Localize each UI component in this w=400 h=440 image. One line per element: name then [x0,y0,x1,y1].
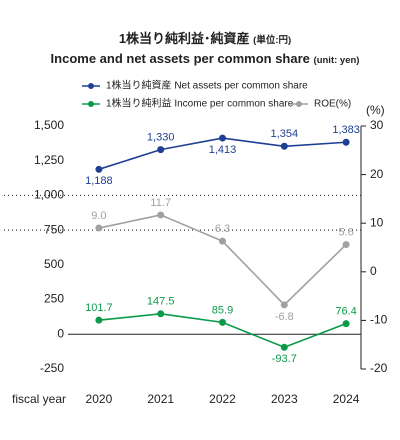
data-label: -93.7 [272,353,297,365]
legend-marker [88,101,94,107]
data-label: 101.7 [85,302,113,314]
y-tick-label: 750 [44,222,64,236]
point [342,241,350,249]
data-label: 11.7 [150,197,171,209]
y-tick-label: -250 [40,361,64,375]
y2-tick-label: 0 [370,264,377,278]
legend-marker [296,101,302,107]
point [219,134,226,142]
data-label: 6.3 [215,223,230,235]
y2-tick-label: -10 [370,313,388,327]
point [157,146,165,154]
point [280,301,288,309]
point [280,343,288,351]
data-label: 1,383 [332,124,360,136]
x-tick-label: 2022 [209,392,236,406]
legend-label: 1株当り純資産 Net assets per common share [106,79,308,92]
title-unit: (単位:円) [253,34,291,46]
data-label: 147.5 [147,296,175,308]
point [219,237,226,245]
data-label: 85.9 [212,304,233,316]
point [219,318,226,326]
point [157,211,165,219]
x-tick-label: 2020 [86,392,113,406]
subtitle-text: Income and net assets per common share [51,51,310,66]
y2-tick-label: -20 [370,361,388,375]
x-tick-label: 2021 [147,392,174,406]
y-tick-label: 1,500 [34,118,64,132]
y-tick-label: 0 [57,326,64,340]
y2-tick-label: 30 [370,118,384,132]
subtitle-unit: (unit: yen) [314,55,360,66]
point [342,320,350,328]
x-tick-label: 2023 [271,392,298,406]
data-label: 1,413 [209,144,237,156]
chart-title: 1株当り純利益･純資産 (単位:円) [119,31,291,46]
y2-tick-label: 20 [370,167,384,181]
y2-axis-label: (%) [366,103,385,117]
data-label: 1,188 [85,175,113,187]
data-label: 9.0 [91,210,106,222]
point [95,316,103,324]
x-axis-label: fiscal year [12,392,66,406]
title-text: 1株当り純利益･純資産 [119,31,250,46]
x-tick-label: 2024 [333,392,360,406]
legend-marker [88,83,94,89]
legend-label: ROE(%) [314,99,351,110]
chart-subtitle: Income and net assets per common share (… [51,51,360,66]
data-label: 1,330 [147,132,175,144]
y-tick-label: 250 [44,292,64,306]
data-label: 5.6 [338,226,353,238]
point [95,224,103,232]
y-tick-label: 1,250 [34,153,64,167]
y-tick-label: 1,000 [34,188,64,202]
point [280,142,288,150]
point [342,138,350,146]
data-label: 1,354 [271,128,299,140]
series-line [98,312,347,349]
point [157,310,165,318]
y2-tick-label: 10 [370,215,384,229]
y-tick-label: 500 [44,257,64,271]
data-label: 76.4 [335,306,356,318]
data-label: -6.8 [275,311,294,323]
legend-label: 1株当り純利益 Income per common share [106,97,294,110]
point [95,165,103,173]
